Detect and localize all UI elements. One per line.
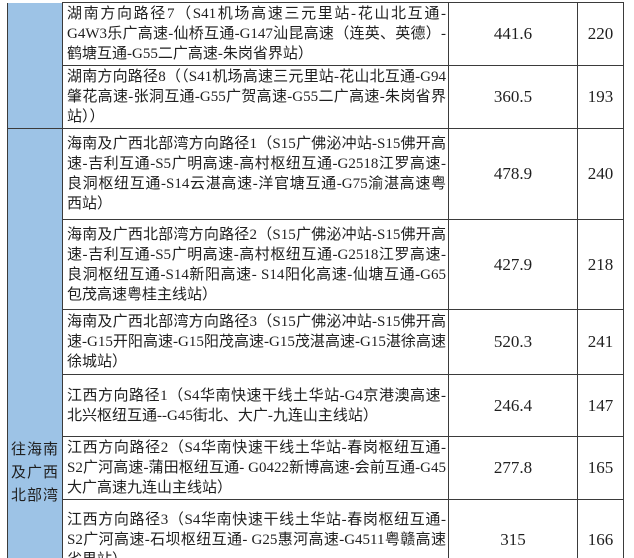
table-row: 江西方向路径3（S4华南快速干线土华站-春岗枢纽互通-S2广河高速-石坝枢纽互通…	[8, 499, 624, 558]
value2-cell: 165	[577, 436, 624, 500]
group-cell-hunan	[7, 2, 63, 129]
value2-cell: 241	[577, 309, 624, 375]
route-cell: 江西方向路径1（S4华南快速干线土华站-G4京港澳高速-北兴枢纽互通--G45街…	[62, 374, 449, 437]
route-cell: 海南及广西北部湾方向路径1（S15广佛泌冲站-S15佛开高速-吉利互通-S5广明…	[62, 128, 449, 220]
route-cell: 江西方向路径3（S4华南快速干线土华站-春岗枢纽互通-S2广河高速-石坝枢纽互通…	[62, 499, 449, 558]
table-row: 往海南 及广西 北部湾 海南及广西北部湾方向路径1（S15广佛泌冲站-S15佛开…	[7, 128, 624, 558]
value2-cell: 240	[577, 128, 624, 220]
route-table: 湖南方向路径7（S41机场高速三元里站-花山北互通-G4W3乐广高速-仙桥互通-…	[7, 2, 624, 558]
value2-cell: 193	[577, 65, 624, 129]
value1-cell: 520.3	[448, 309, 578, 375]
group-label-hainan-guangxi: 往海南 及广西 北部湾	[10, 442, 59, 504]
value2-cell: 220	[577, 2, 624, 66]
table-row: 江西方向路径2（S4华南快速干线土华站-春岗枢纽互通-S2广河高速-蒲田枢纽互通…	[8, 436, 624, 500]
table-row: 江西方向路径1（S4华南快速干线土华站-G4京港澳高速-北兴枢纽互通--G45街…	[8, 374, 624, 437]
value1-cell: 441.6	[448, 2, 578, 66]
table-row: 湖南方向路径8（（S41机场高速三元里站-花山北互通-G94肇花高速-张洞互通-…	[8, 65, 624, 129]
table-row: 海南及广西北部湾方向路径3（S15广佛泌冲站-S15佛开高速-G15开阳高速-G…	[8, 309, 624, 375]
value1-cell: 315	[448, 499, 578, 558]
value1-cell: 360.5	[448, 65, 578, 129]
route-cell: 湖南方向路径8（（S41机场高速三元里站-花山北互通-G94肇花高速-张洞互通-…	[62, 65, 449, 129]
route-cell: 海南及广西北部湾方向路径3（S15广佛泌冲站-S15佛开高速-G15开阳高速-G…	[62, 309, 449, 375]
table-row: 海南及广西北部湾方向路径2（S15广佛泌冲站-S15佛开高速-吉利互通-S5广明…	[8, 219, 624, 310]
table-row: 湖南方向路径7（S41机场高速三元里站-花山北互通-G4W3乐广高速-仙桥互通-…	[7, 2, 624, 129]
value2-cell: 147	[577, 374, 624, 437]
value1-cell: 277.8	[448, 436, 578, 500]
value2-cell: 218	[577, 219, 624, 310]
value1-cell: 246.4	[448, 374, 578, 437]
value1-cell: 478.9	[448, 128, 578, 220]
value2-cell: 166	[577, 499, 624, 558]
route-cell: 江西方向路径2（S4华南快速干线土华站-春岗枢纽互通-S2广河高速-蒲田枢纽互通…	[62, 436, 449, 500]
route-cell: 海南及广西北部湾方向路径2（S15广佛泌冲站-S15佛开高速-吉利互通-S5广明…	[62, 219, 449, 310]
value1-cell: 427.9	[448, 219, 578, 310]
group-cell-hainan-guangxi: 往海南 及广西 北部湾	[7, 128, 63, 558]
route-cell: 湖南方向路径7（S41机场高速三元里站-花山北互通-G4W3乐广高速-仙桥互通-…	[62, 2, 449, 66]
